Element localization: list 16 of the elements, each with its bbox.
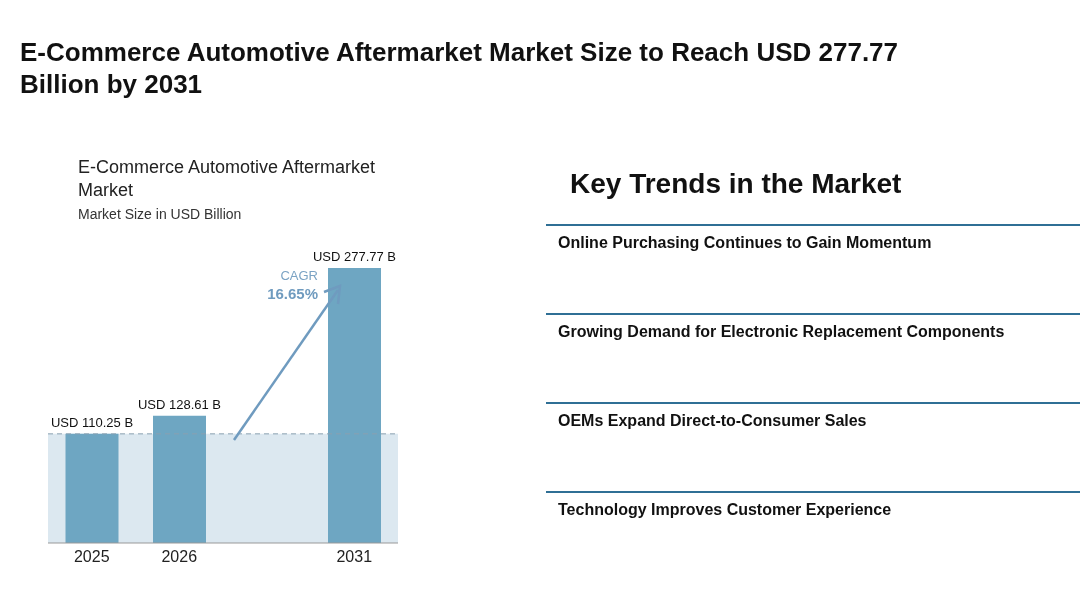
text: Online Purchasing Continues to Gain Momentum [546,224,1080,313]
annotation: CAGR [279,268,318,283]
y-axis-title: Market Size in USD Billion [78,206,242,222]
x-tick-label: 2025 [73,548,110,566]
text: E-Commerce Automotive Aftermarket Market Size to Reach USD 277.77 Billion by 2031 [20,36,900,100]
chart-subtitle: E-Commerce Automotive Aftermarket Market [78,156,377,202]
text: Growing Demand for Electronic Replacement Components [546,313,1080,402]
data-label: USD 110.25 B [50,414,134,430]
data-label: USD 277.77 B [312,249,397,264]
text: Technology Improves Customer Experience [546,491,1080,580]
annotation: 16.65% [266,285,318,302]
text: Key Trends in the Market [570,168,903,200]
data-label: USD 128.61 B [137,396,222,412]
text: OEMs Expand Direct-to-Consumer Sales [546,402,1080,491]
x-tick-label: 2031 [336,548,373,566]
x-tick-label: 2026 [161,548,198,566]
